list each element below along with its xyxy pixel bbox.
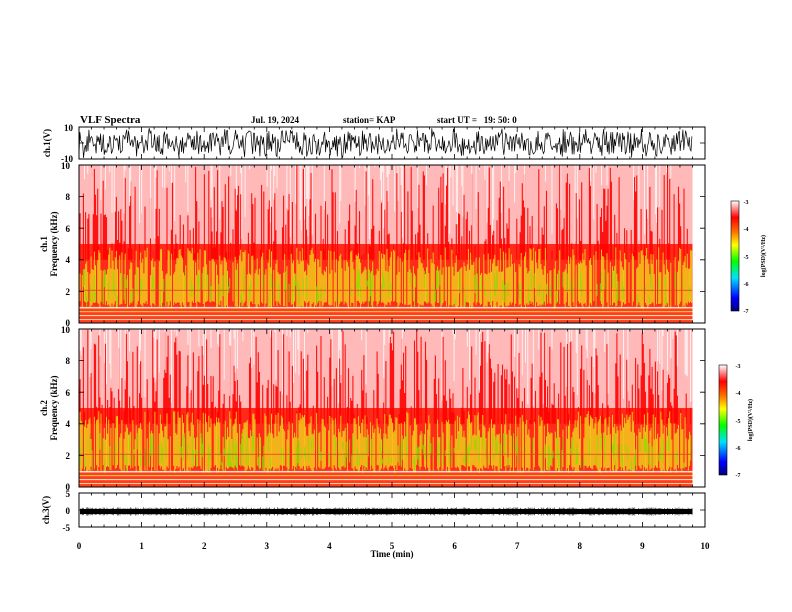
time-axis-labels: 0 1 2 3 4 5 6 7 8 9 10 xyxy=(77,541,710,551)
ch3-ytick-top: 5 xyxy=(66,489,71,499)
ch1-spectrogram-red-spikes xyxy=(79,165,692,260)
time-axis-tick-6: 6 xyxy=(452,541,457,551)
ch1-spec-ytick-6: 6 xyxy=(66,224,71,234)
ch1-spectrogram-y-ticks xyxy=(79,164,705,324)
time-axis-tick-5: 5 xyxy=(390,541,395,551)
ch2-spectrogram-ticks xyxy=(78,328,706,488)
ch2-spec-ytick-10: 10 xyxy=(61,325,71,335)
ch3-waveform-ticks xyxy=(78,492,706,528)
ch3-ytick-bottom: -5 xyxy=(63,523,71,533)
ch1-waveform-marks xyxy=(78,127,693,159)
ch1-spec-ytick-10: 10 xyxy=(61,161,71,171)
ch3-waveform-line xyxy=(80,507,693,516)
ch2-spectrogram-line-025khz xyxy=(79,483,693,485)
ch2-spectrogram-white-spikes xyxy=(79,329,692,408)
ch1-spectrogram-x-ticks xyxy=(78,165,706,323)
ch2-colorbar-tick-4: -4 xyxy=(736,391,741,397)
ch1-spec-ytick-8: 8 xyxy=(66,192,71,202)
ch1-spec-ytick-0: 0 xyxy=(66,318,71,328)
ch2-spectrogram-x-ticks xyxy=(78,329,706,487)
ch2-spec-ylabel-frequency: Frequency (kHz) xyxy=(49,375,59,440)
panel-ch2-spectrogram: 0 2 4 6 8 10 ch.2 Frequency (kHz) -3 -4 … xyxy=(39,325,754,492)
time-axis-title: Time (min) xyxy=(370,549,413,559)
ch2-spec-ytick-0: 0 xyxy=(66,482,71,492)
time-axis-tick-9: 9 xyxy=(640,541,645,551)
ch2-spec-ytick-4: 4 xyxy=(66,419,71,429)
time-axis-tick-10: 10 xyxy=(701,541,711,551)
date-label: Jul. 19, 2024 xyxy=(251,115,300,125)
ch1-spec-ytick-4: 4 xyxy=(66,255,71,265)
time-axis-tick-2: 2 xyxy=(202,541,207,551)
ch2-colorbar-tick-3: -3 xyxy=(736,364,741,370)
ch1-spectrogram-line-05khz xyxy=(79,315,693,317)
ch1-waveform-line xyxy=(78,127,693,159)
time-axis-tick-1: 1 xyxy=(139,541,144,551)
ch1-colorbar xyxy=(730,200,740,312)
ch1-colorbar-label: log(PSD)(V²/Hz) xyxy=(760,235,767,277)
panel-ch3-waveform: 5 0 -5 ch.3(V) 0 1 2 3 4 5 6 7 8 9 10 Time (min) xyxy=(41,489,710,559)
ch2-spectrogram-line-2khz xyxy=(79,453,693,455)
ch2-spec-ylabel-channel: ch.2 xyxy=(39,400,49,416)
ch2-colorbar-tick-7: -7 xyxy=(736,473,741,479)
ch1-spectrogram-marks xyxy=(78,165,693,324)
ch1-waveform-x-ticks xyxy=(78,127,706,159)
ch1-waveform-ylabel: ch.1(V) xyxy=(42,129,52,157)
ch1-waveform-ticks xyxy=(78,126,706,160)
ch1-colorbar-tick-3: -3 xyxy=(744,200,749,206)
ch3-waveform-y-ticks xyxy=(79,492,705,528)
time-axis-tick-0: 0 xyxy=(77,541,82,551)
ch2-colorbar xyxy=(718,364,728,476)
ch2-spectrogram-line-075khz xyxy=(79,475,693,477)
ch2-spectrogram-y-ticks xyxy=(79,328,705,488)
ch2-spec-ytick-6: 6 xyxy=(66,388,71,398)
ch1-spectrogram-line-025khz xyxy=(79,319,693,321)
ch1-spectrogram-line-075khz xyxy=(79,311,693,313)
time-axis-tick-4: 4 xyxy=(327,541,332,551)
time-axis-tick-7: 7 xyxy=(515,541,520,551)
time-axis-tick-8: 8 xyxy=(578,541,583,551)
ch2-spec-ytick-8: 8 xyxy=(66,356,71,366)
station-label: station= KAP xyxy=(343,115,396,125)
time-axis-tick-3: 3 xyxy=(265,541,270,551)
ch1-spectrogram-ticks xyxy=(78,164,706,324)
ch1-spec-ylabel-channel: ch.1 xyxy=(39,236,49,252)
ch1-colorbar-tick-4: -4 xyxy=(744,227,749,233)
ch1-spectrogram-line-2khz xyxy=(79,289,693,291)
ch1-ytick-top: 10 xyxy=(64,123,74,133)
ch3-ytick-zero: 0 xyxy=(66,506,71,516)
ch3-waveform-ylabel: ch.3(V) xyxy=(41,496,51,524)
panel-ch1-waveform: 10 -10 ch.1(V) xyxy=(42,123,706,164)
ch2-spectrogram-marks xyxy=(78,329,693,488)
start-time-label: start UT = 19: 50: 0 xyxy=(437,115,517,125)
ch2-colorbar-tick-5: -5 xyxy=(736,419,741,425)
ch1-colorbar-tick-7: -7 xyxy=(744,309,749,315)
ch1-spectrogram-line-1khz xyxy=(79,307,693,309)
figure-title: VLF Spectra xyxy=(80,114,141,126)
ch2-spectrogram-line-05khz xyxy=(79,479,693,481)
panel-ch1-spectrogram: 0 2 4 6 8 10 ch.1 Frequency (kHz) -3 -4 … xyxy=(39,161,767,328)
ch1-spectrogram-low-band xyxy=(79,305,693,324)
ch3-waveform-x-ticks xyxy=(78,493,706,527)
ch1-colorbar-tick-6: -6 xyxy=(744,282,749,288)
ch2-colorbar-tick-6: -6 xyxy=(736,446,741,452)
ch1-spectrogram-green-body xyxy=(82,269,690,307)
ch2-colorbar-label: log(PSD)(V²/Hz) xyxy=(747,399,754,441)
ch1-colorbar-tick-5: -5 xyxy=(744,255,749,261)
ch1-waveform-y-ticks xyxy=(79,126,705,160)
ch2-spectrogram-line-1khz xyxy=(79,471,693,473)
ch1-spec-ytick-2: 2 xyxy=(66,287,71,297)
ch1-ytick-bottom: -10 xyxy=(61,154,73,164)
ch1-spec-ylabel-frequency: Frequency (kHz) xyxy=(49,211,59,276)
ch2-spec-ytick-2: 2 xyxy=(66,451,71,461)
ch2-spectrogram-low-band xyxy=(79,469,693,488)
ch3-waveform-marks xyxy=(80,507,693,516)
